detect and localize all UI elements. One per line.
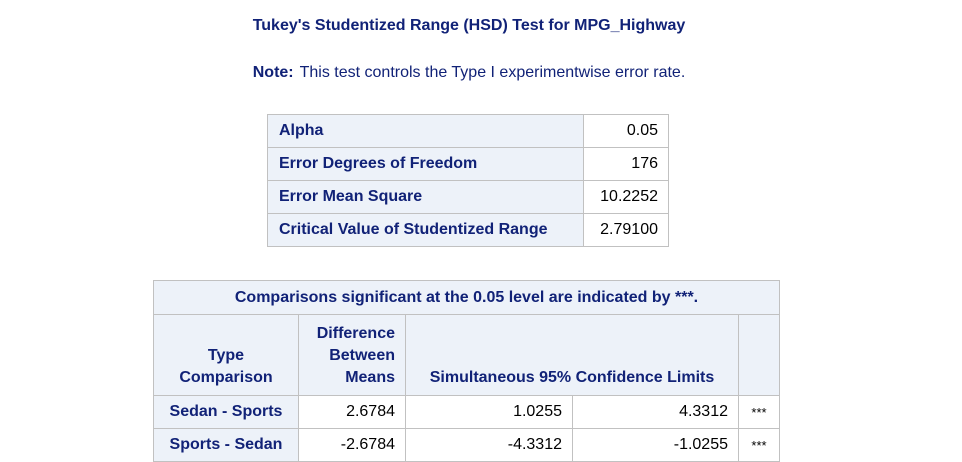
table-row: Critical Value of Studentized Range 2.79… <box>267 213 669 247</box>
row-significance: *** <box>738 395 780 429</box>
row-significance: *** <box>738 428 780 462</box>
header-text: Type <box>207 347 245 364</box>
row-upper-limit: -1.0255 <box>572 428 739 462</box>
row-lower-limit: -4.3312 <box>405 428 573 462</box>
report-title: Tukey's Studentized Range (HSD) Test for… <box>252 17 686 34</box>
table-row: Error Mean Square 10.2252 <box>267 180 669 214</box>
param-value-mse: 10.2252 <box>583 180 669 214</box>
row-comparison: Sedan - Sports <box>153 395 299 429</box>
header-text: Comparison <box>179 369 273 386</box>
note-text: This test controls the Type I experiment… <box>299 64 686 81</box>
row-lower-limit: 1.0255 <box>405 395 573 429</box>
header-difference: Difference Between Means <box>298 314 406 396</box>
row-difference: 2.6784 <box>298 395 406 429</box>
param-label-df: Error Degrees of Freedom <box>267 147 584 181</box>
param-label-alpha: Alpha <box>267 114 584 148</box>
param-value-alpha: 0.05 <box>583 114 669 148</box>
param-label-mse: Error Mean Square <box>267 180 584 214</box>
table-header-row: Type Comparison Difference Between Means… <box>153 314 780 396</box>
param-value-critical: 2.79100 <box>583 213 669 247</box>
table-row: Alpha 0.05 <box>267 114 669 148</box>
note-line: Note: This test controls the Type I exper… <box>0 64 938 82</box>
header-confidence-limits: Simultaneous 95% Confidence Limits <box>405 314 739 396</box>
comparisons-table: Comparisons significant at the 0.05 leve… <box>153 280 780 462</box>
header-text: Difference <box>316 325 395 342</box>
param-label-critical: Critical Value of Studentized Range <box>267 213 584 247</box>
row-comparison: Sports - Sedan <box>153 428 299 462</box>
header-text: Between <box>329 347 395 364</box>
row-upper-limit: 4.3312 <box>572 395 739 429</box>
table-row: Sedan - Sports 2.6784 1.0255 4.3312 *** <box>153 395 780 429</box>
header-text: Means <box>345 369 395 386</box>
parameters-table: Alpha 0.05 Error Degrees of Freedom 176 … <box>267 114 669 247</box>
table-caption: Comparisons significant at the 0.05 leve… <box>153 280 780 315</box>
header-significance <box>738 314 780 396</box>
row-difference: -2.6784 <box>298 428 406 462</box>
note-label: Note: <box>252 64 294 81</box>
table-row: Error Degrees of Freedom 176 <box>267 147 669 181</box>
table-caption-row: Comparisons significant at the 0.05 leve… <box>153 280 780 315</box>
param-value-df: 176 <box>583 147 669 181</box>
header-type-comparison: Type Comparison <box>153 314 299 396</box>
table-row: Sports - Sedan -2.6784 -4.3312 -1.0255 *… <box>153 428 780 462</box>
